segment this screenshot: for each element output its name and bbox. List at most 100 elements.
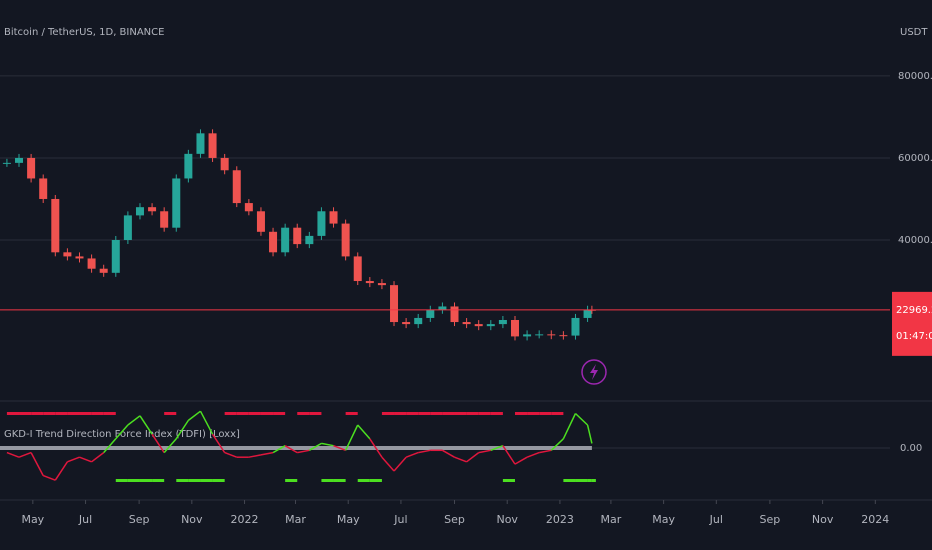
tdfi-segment: [284, 445, 298, 454]
bear-signal: [478, 412, 491, 415]
candle: [232, 170, 241, 204]
bear-signal: [345, 412, 358, 415]
candle: [365, 281, 374, 284]
bear-signal: [454, 412, 467, 415]
candle: [39, 178, 48, 199]
candle: [63, 252, 72, 257]
bull-signal: [502, 479, 515, 482]
tdfi-segment: [54, 461, 69, 481]
tdfi-segment: [127, 415, 141, 426]
tdfi-segment: [574, 412, 589, 426]
tdfi-segment: [393, 456, 407, 472]
bear-signal: [514, 412, 528, 415]
bear-signal: [43, 412, 56, 415]
alert-bolt: [590, 364, 598, 380]
x-tick-label: Sep: [129, 513, 150, 526]
bear-signal: [67, 412, 80, 415]
tdfi-segment: [260, 451, 274, 456]
tdfi-segment: [175, 419, 189, 440]
candle: [341, 223, 350, 257]
bear-signal: [490, 412, 503, 415]
bear-signal: [381, 412, 395, 415]
tdfi-segment: [418, 449, 431, 454]
bear-signal: [297, 412, 310, 415]
tdfi-segment: [550, 438, 564, 451]
bull-signal: [591, 479, 596, 482]
candle: [293, 227, 302, 245]
candle: [353, 256, 362, 282]
bull-signal: [321, 479, 334, 482]
candle: [426, 309, 435, 318]
alert-icon[interactable]: [581, 359, 607, 385]
tdfi-segment: [297, 449, 310, 454]
candle: [99, 268, 108, 273]
tdfi-segment: [79, 456, 92, 463]
bear-signal: [260, 412, 274, 415]
candle: [220, 157, 229, 171]
candle: [329, 211, 338, 224]
tdfi-segment: [42, 474, 56, 481]
candle: [305, 235, 314, 245]
x-tick-label: Mar: [601, 513, 622, 526]
bull-signal: [563, 479, 576, 482]
tdfi-segment: [151, 433, 165, 454]
bear-signal: [394, 412, 407, 415]
x-tick-label: May: [337, 513, 360, 526]
tdfi-segment: [224, 451, 238, 458]
tdfi-segment: [502, 445, 516, 465]
tdfi-segment: [381, 456, 395, 472]
x-tick-label: Mar: [285, 513, 306, 526]
candle: [438, 306, 447, 310]
candle: [317, 211, 326, 236]
candle: [148, 207, 157, 212]
x-tick-label: Nov: [181, 513, 203, 526]
x-tick-label: Nov: [812, 513, 834, 526]
bull-signal: [369, 479, 382, 482]
candle: [377, 283, 386, 286]
tdfi-segment: [478, 449, 491, 454]
tdfi-segment: [344, 424, 359, 451]
x-tick-label: May: [21, 513, 44, 526]
bear-signal: [19, 412, 32, 415]
countdown-label: 01:47:08: [896, 331, 932, 342]
candle: [583, 309, 592, 318]
bear-signal: [224, 412, 237, 415]
x-tick-label: Jul: [709, 513, 723, 526]
tdfi-segment: [272, 445, 286, 454]
candle: [462, 322, 471, 325]
bear-signal: [539, 412, 552, 415]
candle: [281, 227, 290, 253]
tdfi-segment: [115, 424, 129, 440]
bear-signal: [103, 412, 116, 415]
bear-signal: [551, 412, 564, 415]
bull-signal: [152, 479, 165, 482]
x-tick-label: 2022: [231, 513, 259, 526]
candle: [498, 320, 507, 325]
bear-signal: [164, 412, 177, 415]
candle: [510, 320, 519, 337]
x-tick-label: May: [652, 513, 675, 526]
x-tick-label: Jul: [393, 513, 407, 526]
tdfi-segment: [514, 456, 528, 465]
candle: [559, 335, 568, 337]
candle: [2, 162, 11, 164]
tdfi-segment: [490, 444, 504, 452]
bear-signal: [6, 412, 20, 415]
x-tick-label: Sep: [760, 513, 781, 526]
candle: [27, 157, 36, 179]
tdfi-segment: [67, 456, 80, 463]
y-tick-label: 40000.00: [898, 235, 932, 246]
bull-signal: [176, 479, 189, 482]
bull-signal: [212, 479, 225, 482]
tdfi-segment: [211, 433, 226, 454]
candle: [87, 258, 96, 269]
bear-signal: [430, 412, 443, 415]
axis-unit: USDT: [900, 27, 928, 38]
bear-signal: [442, 412, 455, 415]
tdfi-segment: [103, 438, 117, 454]
tdfi-segment: [526, 451, 540, 458]
tdfi-segment: [321, 442, 334, 447]
tdfi-segment: [187, 410, 201, 421]
tdfi-segment: [248, 454, 262, 458]
